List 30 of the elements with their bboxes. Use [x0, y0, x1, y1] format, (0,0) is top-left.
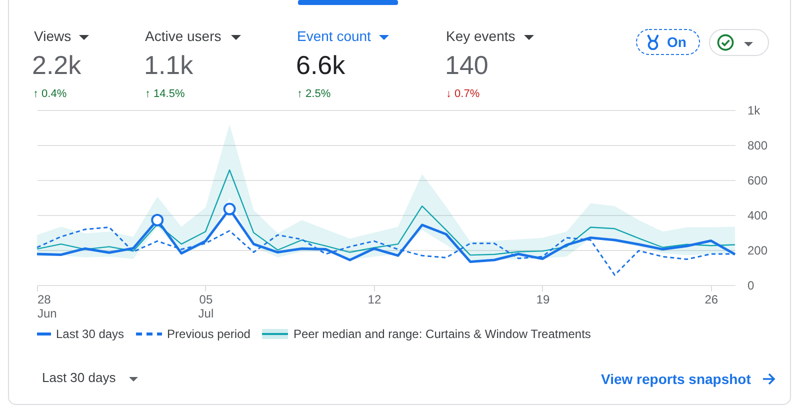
text: 140	[445, 50, 488, 81]
text: Active users	[145, 28, 222, 44]
text: Views	[34, 28, 72, 44]
x-tick-label: 19	[536, 292, 550, 306]
y-tick-label: 400	[748, 208, 768, 222]
y-tick-label: 0	[748, 278, 754, 292]
y-tick-label: 800	[748, 138, 768, 152]
text: 1.1k	[144, 50, 194, 81]
x-tick-label: 26	[704, 292, 718, 306]
text: ↑ 2.5%	[297, 88, 331, 100]
legend-label: Last 30 days	[56, 327, 124, 341]
legend-label: Previous period	[167, 327, 250, 341]
text: Key events	[446, 28, 516, 44]
y-tick-label: 200	[748, 244, 768, 258]
y-tick-label: 1k	[748, 104, 762, 118]
text: ↑ 14.5%	[145, 88, 185, 100]
y-tick-label: 600	[748, 174, 768, 188]
text: ↓ 0.7%	[446, 88, 480, 100]
text: 2.2k	[32, 50, 82, 81]
x-tick-label: 12	[368, 292, 382, 306]
legend-label: Peer median and range: Curtains & Window Treatments	[293, 327, 591, 341]
x-tick-label: 28 Jun	[38, 292, 57, 320]
text: Last 30 days	[42, 370, 116, 385]
text: Event count	[297, 28, 371, 44]
text: 6.6k	[296, 50, 346, 81]
text: View reports snapshot	[601, 371, 751, 387]
text: ↑ 0.4%	[33, 88, 67, 100]
x-tick-label: 05 Jul	[198, 292, 214, 320]
text: On	[667, 34, 686, 50]
line-series	[36, 169, 736, 256]
